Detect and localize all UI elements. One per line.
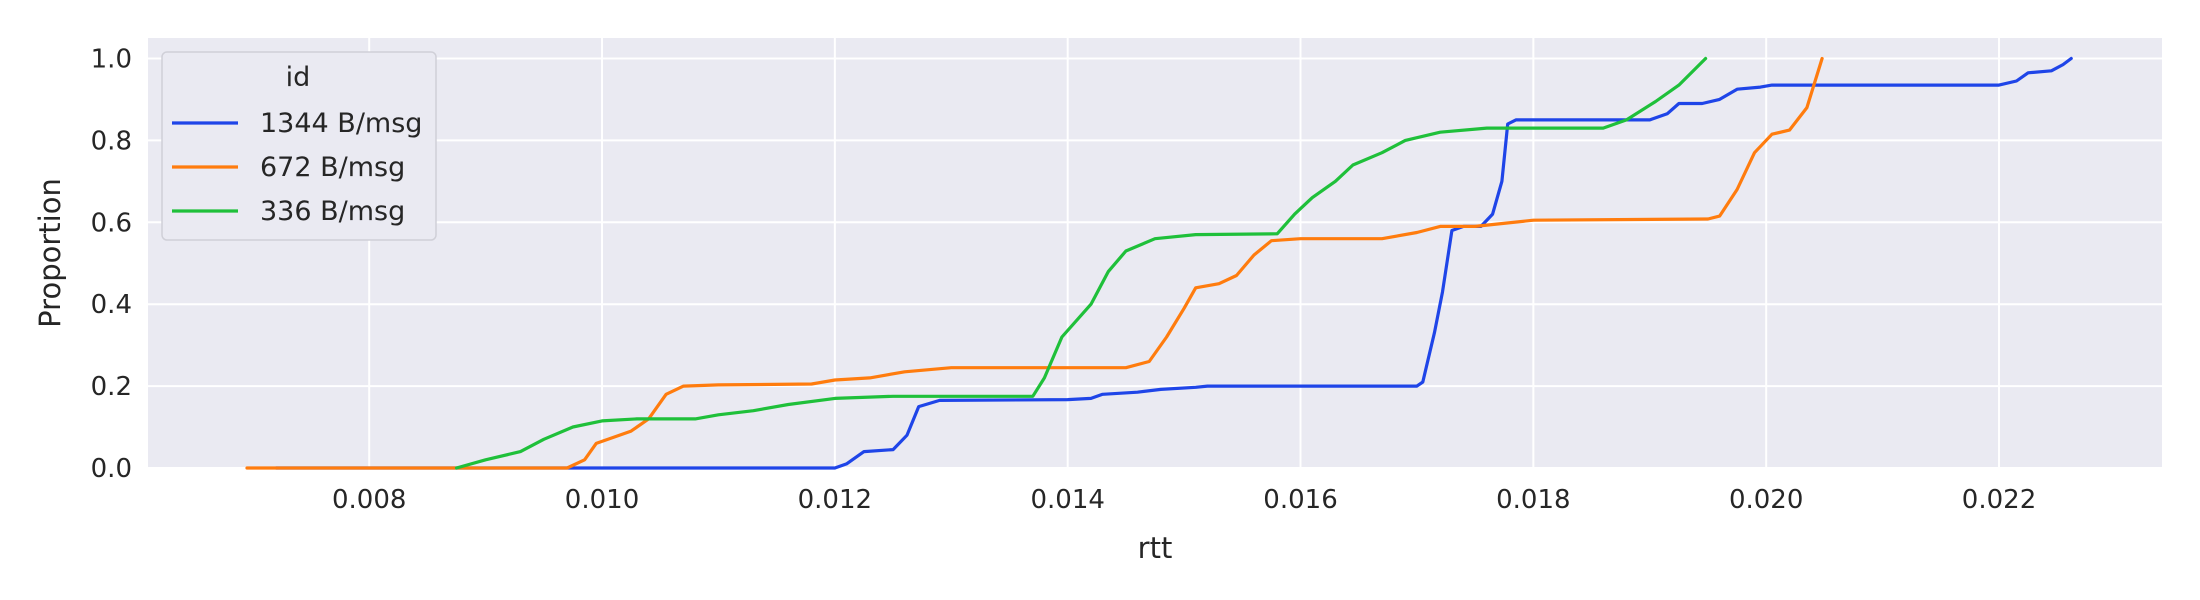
legend-label: 672 B/msg: [260, 152, 405, 183]
y-tick-label: 0.4: [91, 290, 132, 320]
y-axis-label: Proportion: [33, 178, 67, 328]
series-line-1: [274, 56, 2073, 470]
legend-items: 1344 B/msg 672 B/msg 336 B/msg: [172, 108, 422, 227]
series-lines: [245, 56, 2073, 470]
x-tick-label: 0.010: [565, 485, 639, 515]
y-tick-label: 0.0: [91, 454, 132, 484]
legend: id 1344 B/msg 672 B/msg 336 B/msg: [161, 51, 437, 241]
x-tick-label: 0.014: [1030, 485, 1104, 515]
x-tick-label: 0.012: [798, 485, 872, 515]
y-tick-labels: 0.0 0.2 0.4 0.6 0.8 1.0: [91, 44, 132, 484]
x-tick-label: 0.020: [1729, 485, 1803, 515]
legend-box: [161, 51, 437, 241]
plot-background: [148, 38, 2162, 468]
x-tick-label: 0.018: [1496, 485, 1570, 515]
x-tick-labels: 0.008 0.010 0.012 0.014 0.016 0.018 0.020 0.022: [332, 485, 2036, 515]
x-axis-label: rtt: [1138, 531, 1173, 565]
x-tick-label: 0.008: [332, 485, 406, 515]
legend-label: 336 B/msg: [260, 196, 405, 227]
y-tick-label: 1.0: [91, 44, 132, 74]
x-tick-label: 0.022: [1962, 485, 2036, 515]
y-tick-label: 0.8: [91, 126, 132, 156]
legend-title: id: [286, 62, 311, 93]
x-tick-label: 0.016: [1263, 485, 1337, 515]
y-tick-label: 0.6: [91, 208, 132, 238]
series-line-2: [245, 56, 1824, 470]
y-tick-label: 0.2: [91, 372, 132, 402]
series-line-3: [454, 56, 1708, 470]
grid-lines: [148, 38, 2162, 469]
legend-label: 1344 B/msg: [260, 108, 422, 139]
